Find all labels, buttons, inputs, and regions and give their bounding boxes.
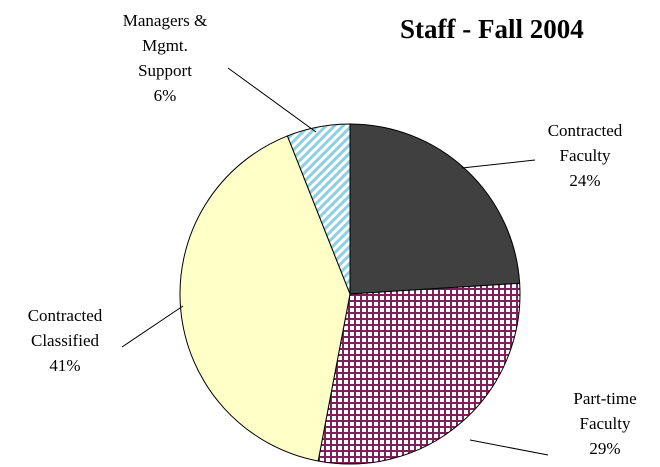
category-label: Contracted Classified [27,306,103,350]
value-label: 29% [589,439,621,458]
slice-label: Managers & Mgmt. Support 6% [85,8,245,108]
slice-label: Part-time Faculty 29% [525,386,660,461]
category-label: Contracted Faculty [547,121,623,165]
leader-line [469,439,549,456]
slice-label: Contracted Classified 41% [0,303,145,378]
pie-slice [317,282,521,465]
value-label: 24% [569,171,601,190]
slice-label: Contracted Faculty 24% [505,118,660,193]
chart-title: Staff - Fall 2004 [400,14,584,44]
value-label: 41% [49,356,81,375]
leader-line [227,67,317,133]
leader-line [121,305,184,348]
pie-slice [349,123,521,295]
category-label: Managers & Mgmt. Support [122,11,208,80]
value-label: 6% [153,86,177,105]
leader-line [461,159,536,169]
pie-slice [179,135,351,462]
pie-slice [286,123,351,295]
category-label: Part-time Faculty [573,389,637,433]
